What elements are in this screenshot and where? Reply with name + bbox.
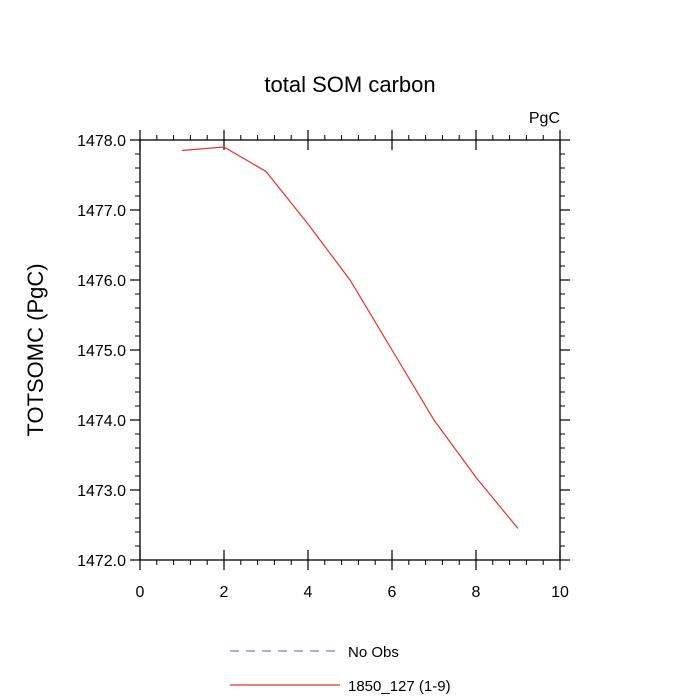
legend-label-no-obs: No Obs	[348, 644, 399, 661]
legend-label-1850-127: 1850_127 (1-9)	[348, 678, 451, 695]
y-tick-label: 1472.0	[77, 553, 126, 570]
x-tick-label: 2	[220, 584, 229, 601]
y-axis-label: TOTSOMC (PgC)	[23, 263, 48, 436]
chart-title: total SOM carbon	[264, 72, 435, 97]
y-tick-label: 1474.0	[77, 413, 126, 430]
x-tick-label: 4	[304, 584, 313, 601]
y-tick-label: 1478.0	[77, 133, 126, 150]
x-tick-label: 10	[551, 584, 569, 601]
major-ticks	[130, 130, 570, 570]
series-layer	[181, 146, 519, 529]
y-tick-label: 1475.0	[77, 343, 126, 360]
y-tick-label: 1477.0	[77, 203, 126, 220]
y-tick-label: 1473.0	[77, 483, 126, 500]
minor-ticks	[135, 135, 565, 565]
units-label: PgC	[529, 110, 560, 127]
series-line	[181, 146, 519, 529]
y-tick-labels: 1472.0 1473.0 1474.0 1475.0 1476.0 1477.0 1478…	[77, 133, 126, 570]
x-tick-label: 6	[388, 584, 397, 601]
legend: No Obs 1850_127 (1-9)	[230, 644, 451, 695]
y-tick-label: 1476.0	[77, 273, 126, 290]
x-tick-label: 8	[472, 584, 481, 601]
x-tick-labels: 0 2 4 6 8 10	[136, 584, 569, 601]
plot-frame	[139, 139, 561, 561]
x-tick-label: 0	[136, 584, 145, 601]
